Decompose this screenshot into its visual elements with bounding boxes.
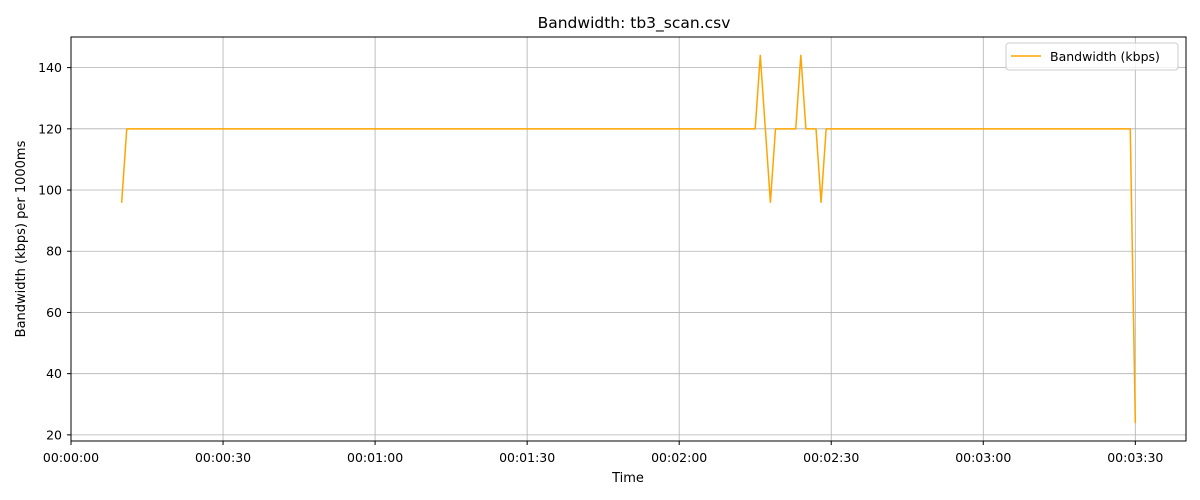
data-point bbox=[790, 128, 792, 130]
plot-frame bbox=[70, 36, 1187, 442]
y-axis-label: Bandwidth (kbps) per 1000ms bbox=[14, 140, 29, 337]
x-tick-label: 00:02:30 bbox=[803, 450, 859, 465]
data-point bbox=[759, 54, 761, 56]
data-point bbox=[754, 128, 756, 130]
y-tick-label: 120 bbox=[38, 121, 62, 136]
data-point bbox=[1134, 422, 1136, 424]
x-axis-label: Time bbox=[611, 471, 644, 486]
x-tick-label: 00:03:00 bbox=[955, 450, 1011, 465]
legend: Bandwidth (kbps) bbox=[1005, 42, 1179, 71]
x-tick-label: 00:00:30 bbox=[195, 450, 251, 465]
x-axis-ticks: 00:00:00 00:00:30 00:01:00 00:01:30 00:02:00… bbox=[43, 441, 1163, 465]
y-tick-label: 140 bbox=[38, 60, 62, 75]
data-point bbox=[825, 128, 827, 130]
data-point bbox=[764, 128, 766, 130]
data-point bbox=[795, 128, 797, 130]
y-tick-label: 20 bbox=[46, 427, 62, 442]
x-tick-label: 00:01:30 bbox=[499, 450, 555, 465]
data-point bbox=[126, 128, 128, 130]
x-tick-label: 00:00:00 bbox=[43, 450, 99, 465]
y-tick-label: 60 bbox=[46, 305, 62, 320]
y-tick-label: 80 bbox=[46, 244, 62, 259]
data-point bbox=[805, 128, 807, 130]
legend-box bbox=[1005, 42, 1179, 71]
series-layer bbox=[120, 54, 1137, 424]
legend-label: Bandwidth (kbps) bbox=[1050, 49, 1160, 64]
data-point bbox=[774, 128, 776, 130]
x-tick-label: 00:02:00 bbox=[651, 450, 707, 465]
y-tick-label: 100 bbox=[38, 183, 62, 198]
data-point bbox=[769, 201, 771, 203]
data-point bbox=[820, 201, 822, 203]
data-point bbox=[785, 128, 787, 130]
x-tick-label: 00:03:30 bbox=[1107, 450, 1163, 465]
data-point bbox=[780, 128, 782, 130]
y-tick-label: 40 bbox=[46, 366, 62, 381]
chart-title: Bandwidth: tb3_scan.csv bbox=[538, 14, 731, 33]
data-point bbox=[815, 128, 817, 130]
series-line-bandwidth bbox=[120, 54, 1137, 424]
data-point bbox=[1129, 128, 1131, 130]
data-point bbox=[810, 128, 812, 130]
x-tick-label: 00:01:00 bbox=[347, 450, 403, 465]
data-point bbox=[121, 201, 123, 203]
data-point bbox=[800, 54, 802, 56]
y-axis-ticks: 20 40 60 80 100 120 140 bbox=[38, 60, 71, 442]
